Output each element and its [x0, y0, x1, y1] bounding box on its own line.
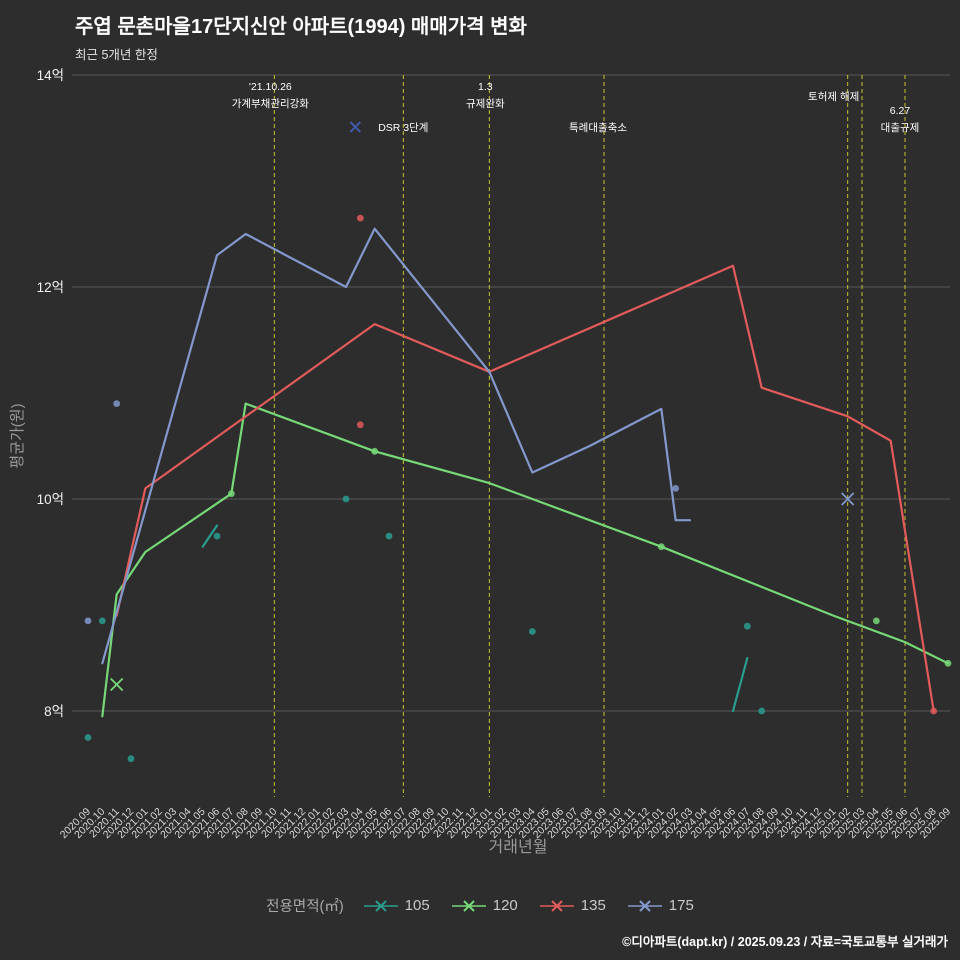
event-label-2025.02: 토허제 해제	[808, 90, 859, 103]
legend-marker-120	[451, 899, 486, 912]
series-105-dot	[98, 617, 106, 625]
legend-marker-175	[627, 899, 662, 912]
series-175-dot	[672, 485, 680, 492]
chart-subtitle: 최근 5개년 한정	[75, 48, 158, 62]
event-label-2025.06: 6.27	[890, 105, 911, 117]
x-axis-label: 거래년월	[489, 838, 548, 856]
chart-title: 주엽 문촌마을17단지신안 아파트(1994) 매매가격 변화	[75, 16, 527, 38]
series-120-dot	[227, 490, 235, 498]
y-axis-label: 평균가(원)	[9, 403, 26, 468]
series-120-dot	[371, 447, 379, 455]
series-175-line	[101, 227, 692, 665]
legend-item-label: 105	[404, 897, 430, 914]
chart-header: 주엽 문촌마을17단지신안 아파트(1994) 매매가격 변화 최근 5개년 한…	[75, 10, 527, 63]
series-120-xmark	[110, 677, 124, 692]
event-label-2021.10: '21.10.26	[249, 81, 292, 93]
legend-item-135[interactable]: 135	[539, 897, 606, 914]
legend-item-120[interactable]: 120	[451, 897, 518, 914]
series-175-xmark	[841, 492, 855, 506]
series-175-dot	[84, 617, 92, 625]
legend-item-label: 175	[668, 897, 694, 914]
legend-item-label: 120	[492, 897, 518, 914]
legend-items: 105 120 135 175	[363, 897, 694, 914]
series-135-dot	[356, 421, 364, 429]
event-label-2025.06: 대출규제	[881, 122, 920, 134]
series-105-line	[731, 656, 749, 713]
event-x-marker	[349, 121, 362, 133]
series-135-dot	[930, 707, 938, 715]
legend-marker-135	[539, 899, 574, 912]
series-105-dot	[342, 495, 350, 503]
series-120-dot	[657, 543, 665, 551]
event-label-2023.09: 특례대출축소	[569, 122, 627, 134]
series-105-dot	[127, 755, 135, 763]
series-120-dot	[944, 659, 952, 667]
series-135-line	[115, 264, 935, 713]
series-105-dot	[385, 532, 393, 540]
series-120-dot	[872, 617, 880, 625]
legend-item-label: 135	[580, 897, 606, 914]
legend-title: 전용면적(㎡)	[266, 899, 344, 915]
series-105-dot	[743, 622, 751, 630]
event-label-2023.01: 1.3	[478, 81, 493, 93]
event-label-2023.01: 규제완화	[466, 97, 505, 110]
y-tick-14억: 14억	[37, 68, 64, 83]
y-tick-12억: 12억	[37, 280, 64, 295]
credit-footer: ©디아파트(dapt.kr) / 2025.09.23 / 자료=국토교통부 실…	[622, 935, 948, 949]
series-105-dot	[528, 628, 536, 635]
event-label-2021.10: 가계부채관리강화	[232, 98, 310, 110]
series-105-line	[201, 524, 219, 548]
price-line-chart: 8억 10억 12억 14억 '21.10.26 가계부채관리강화 DSR 3단계 1.3 규제…	[9, 68, 953, 856]
series-175-dot	[113, 400, 121, 407]
legend-item-175[interactable]: 175	[627, 897, 694, 914]
legend-item-105[interactable]: 105	[363, 897, 430, 914]
series-105-dot	[213, 532, 221, 540]
legend-marker-105	[363, 899, 398, 912]
y-tick-8억: 8억	[44, 704, 64, 719]
series-120-line	[101, 402, 950, 718]
event-label-2022.07: DSR 3단계	[378, 122, 428, 134]
series-135-dot	[356, 214, 364, 222]
series-105-dot	[84, 734, 92, 741]
y-tick-10억: 10억	[37, 492, 64, 507]
series-105-dot	[758, 707, 766, 715]
chart-legend: 전용면적(㎡) 105 120 135 175	[0, 895, 960, 916]
